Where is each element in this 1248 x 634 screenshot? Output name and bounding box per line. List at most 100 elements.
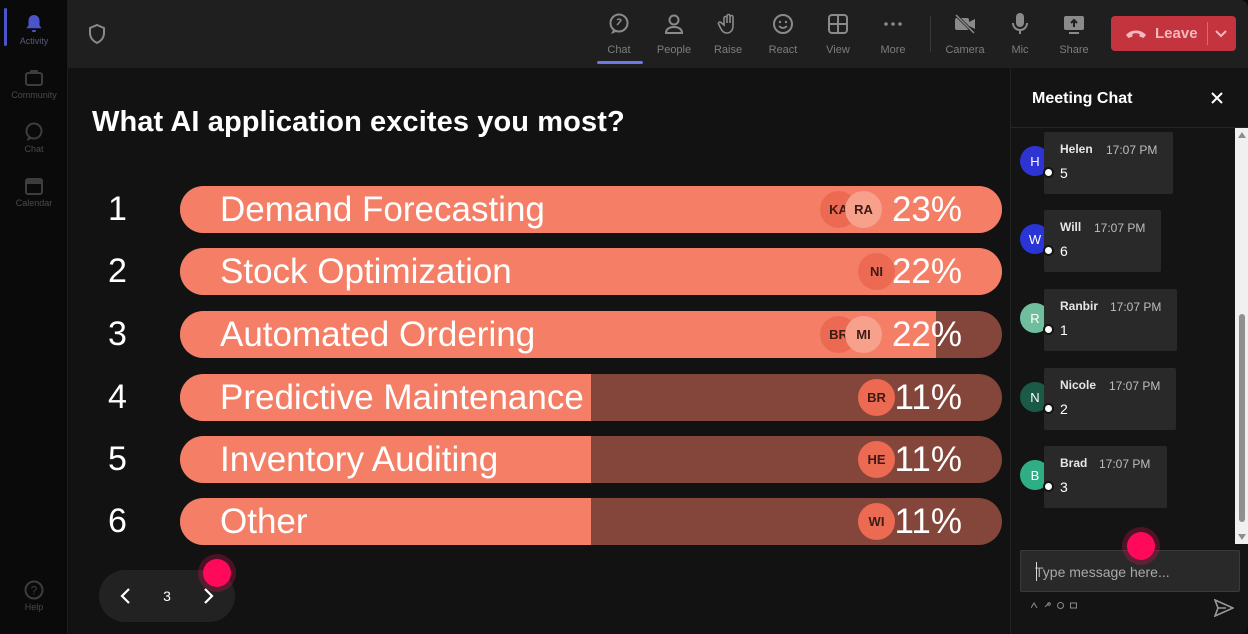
sender-name: Helen	[1060, 142, 1093, 156]
gif-icon[interactable]	[1070, 602, 1077, 609]
option-number: 4	[108, 378, 127, 416]
toolbar-share-button[interactable]: Share	[1046, 10, 1102, 62]
rail-label: Chat	[24, 144, 44, 154]
toolbar-camera-button[interactable]: Camera	[937, 10, 993, 62]
chat-format-tools	[1031, 602, 1077, 609]
toolbar-label: Chat	[607, 44, 631, 56]
result-bar: Other WI 11%	[180, 498, 1002, 545]
toolbar-chat-button[interactable]: Chat	[591, 10, 647, 64]
shield-icon[interactable]	[88, 23, 106, 45]
toolbar-label: View	[826, 44, 850, 56]
close-icon[interactable]	[1209, 90, 1225, 106]
voter-avatar: BR	[858, 379, 895, 416]
chat-message-input[interactable]	[1035, 561, 1225, 583]
poll-option-row: 4 Predictive Maintenance BR 11%	[68, 374, 1010, 422]
meeting-toolbar: Chat People Raise React View	[68, 0, 1248, 68]
hang-up-icon	[1125, 27, 1147, 41]
result-bar-fill	[180, 374, 591, 421]
chat-message: W Will 17:07 PM 6	[1019, 210, 1161, 274]
toolbar-more-button[interactable]: More	[865, 10, 921, 62]
option-label: Inventory Auditing	[220, 440, 499, 479]
toolbar-people-button[interactable]: People	[646, 10, 702, 62]
voter-avatars: BR	[858, 379, 895, 416]
help-icon: ?	[24, 580, 44, 600]
leave-label: Leave	[1155, 25, 1198, 42]
message-timestamp: 17:07 PM	[1106, 143, 1158, 157]
send-icon[interactable]	[1213, 598, 1235, 618]
result-bar: Stock Optimization NI 22%	[180, 248, 1002, 295]
toolbar-label: React	[768, 44, 798, 56]
chat-icon	[607, 12, 631, 36]
toolbar-label: Camera	[945, 44, 985, 56]
voter-avatars: HE	[858, 441, 895, 478]
share-screen-icon	[1062, 12, 1086, 36]
toolbar-label: Raise	[713, 44, 743, 56]
voter-avatars: KA RA	[820, 191, 882, 228]
toolbar-mic-button[interactable]: Mic	[992, 10, 1048, 62]
message-text: 1	[1060, 322, 1068, 338]
emoji-icon[interactable]	[1057, 602, 1064, 609]
poll-results-panel: What AI application excites you most? 1 D…	[68, 68, 1010, 634]
chat-title: Meeting Chat	[1032, 90, 1133, 107]
option-percentage: 11%	[894, 440, 962, 479]
option-label: Other	[220, 502, 308, 541]
toolbar-divider	[930, 16, 931, 52]
chat-header: Meeting Chat	[1011, 68, 1248, 128]
rail-active-indicator	[4, 8, 7, 46]
sender-name: Nicole	[1060, 378, 1097, 392]
message-text: 5	[1060, 165, 1068, 181]
result-bar: Inventory Auditing HE 11%	[180, 436, 1002, 483]
toolbar-view-button[interactable]: View	[810, 10, 866, 62]
message-bubble: Helen 17:07 PM 5	[1044, 132, 1173, 194]
voter-avatar: WI	[858, 503, 895, 540]
option-label: Predictive Maintenance	[220, 378, 584, 417]
option-number: 5	[108, 440, 127, 478]
result-bar: Automated Ordering BR MI 22%	[180, 311, 1002, 358]
message-text: 3	[1060, 479, 1068, 495]
option-number: 1	[108, 190, 127, 228]
toolbar-react-button[interactable]: React	[755, 10, 811, 62]
result-bar-fill	[180, 498, 591, 545]
cursor-indicator	[203, 559, 231, 587]
rail-item-help[interactable]: ? Help	[0, 570, 68, 622]
poll-option-row: 5 Inventory Auditing HE 11%	[68, 436, 1010, 484]
rail-label: Community	[11, 90, 57, 100]
rail-item-calendar[interactable]: Calendar	[0, 166, 68, 218]
chevron-down-icon[interactable]	[1214, 26, 1228, 44]
leave-button[interactable]: Leave	[1111, 16, 1236, 51]
sender-name: Brad	[1060, 456, 1088, 470]
scroll-down-arrow-icon[interactable]	[1238, 534, 1246, 540]
scrollbar-thumb[interactable]	[1239, 314, 1245, 522]
chat-input-box[interactable]	[1020, 550, 1240, 592]
toolbar-raise-button[interactable]: Raise	[700, 10, 756, 62]
message-bubble: Ranbir 17:07 PM 1	[1044, 289, 1177, 351]
smiley-icon	[771, 12, 795, 36]
option-number: 3	[108, 315, 127, 353]
chevron-right-icon[interactable]	[199, 586, 217, 606]
chat-message: B Brad 17:07 PM 3	[1019, 446, 1167, 510]
toolbar-label: Mic	[1011, 44, 1029, 56]
poll-option-row: 1 Demand Forecasting KA RA 23%	[68, 186, 1010, 234]
rail-item-chat[interactable]: Chat	[0, 112, 68, 164]
message-bubble: Brad 17:07 PM 3	[1044, 446, 1167, 508]
option-percentage: 11%	[894, 502, 962, 541]
active-tab-indicator	[597, 61, 643, 64]
scroll-up-arrow-icon[interactable]	[1238, 132, 1246, 138]
calendar-icon	[24, 176, 44, 196]
page-number: 3	[163, 588, 171, 604]
chat-scrollbar[interactable]	[1235, 128, 1248, 544]
result-bar: Demand Forecasting KA RA 23%	[180, 186, 1002, 233]
leave-divider	[1207, 22, 1208, 45]
format-text-icon[interactable]	[1031, 602, 1038, 609]
toolbar-label: Share	[1059, 44, 1089, 56]
voter-avatar: RA	[845, 191, 882, 228]
rail-item-activity[interactable]: Activity	[0, 4, 68, 56]
rail-item-community[interactable]: Community	[0, 58, 68, 110]
chat-message: R Ranbir 17:07 PM 1	[1019, 289, 1177, 353]
option-percentage: 11%	[894, 378, 962, 417]
message-bubble: Nicole 17:07 PM 2	[1044, 368, 1176, 430]
option-label: Automated Ordering	[220, 315, 536, 354]
attach-icon[interactable]	[1044, 602, 1051, 609]
chevron-left-icon[interactable]	[117, 586, 135, 606]
chat-message: H Helen 17:07 PM 5	[1019, 132, 1173, 196]
